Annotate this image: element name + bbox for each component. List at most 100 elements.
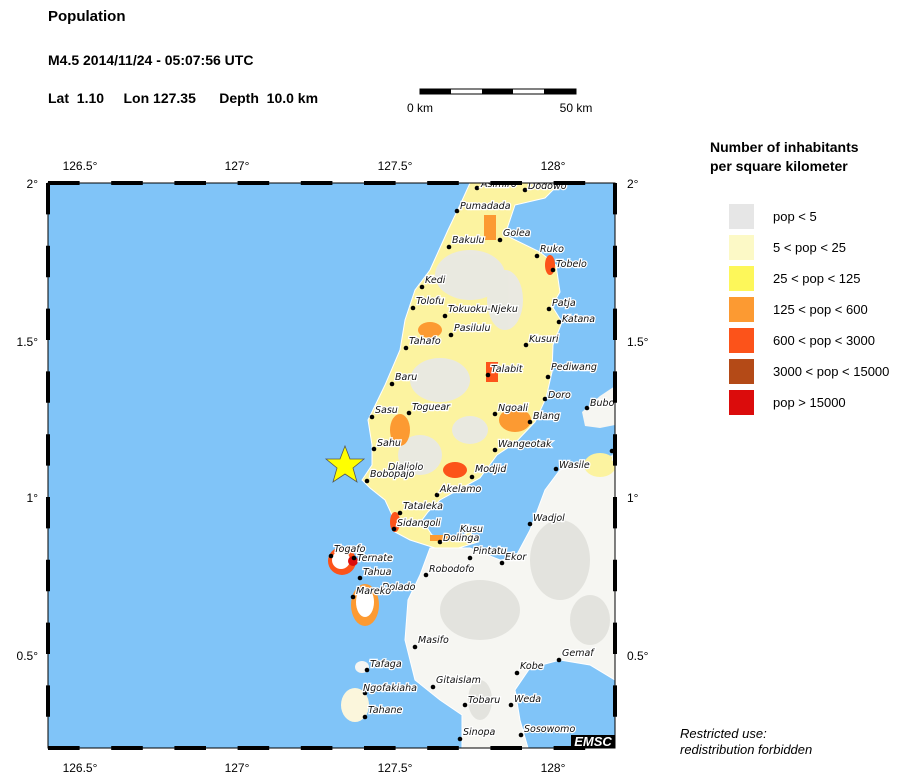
city-dot-icon (556, 319, 562, 325)
city-label: Gitaislam (436, 675, 481, 686)
lat-label: Lat (48, 90, 69, 106)
credit-logo: EMSC (574, 734, 612, 749)
city-dot-icon (534, 253, 540, 259)
city-dot-icon (351, 555, 357, 561)
city-gemaf: Gemaf (556, 647, 597, 663)
legend-swatch (729, 204, 754, 229)
city-label: Patja (552, 298, 576, 309)
city-pumadada: Pumadada (454, 200, 512, 214)
lat-value: 1.10 (76, 90, 105, 106)
city-label: Katana (562, 314, 595, 325)
city-label: Kusuri (529, 334, 559, 345)
svg-text:126.5°: 126.5° (63, 761, 98, 775)
land-sub (584, 453, 615, 477)
city-tolofu: Tolofu (410, 295, 446, 311)
city-dot-icon (522, 187, 528, 193)
svg-text:0.5°: 0.5° (627, 649, 649, 663)
map-area[interactable]: Asimiro Dodowo Pumadada Golea Bakulu Ruko Tobe… (48, 179, 631, 749)
city-dot-icon (454, 208, 460, 214)
city-ruko: Ruko (534, 243, 565, 259)
city-label: Sinopa (463, 727, 496, 738)
city-label: Tokuoku-Njeku (448, 304, 518, 315)
city-label: Dodowo (528, 181, 567, 192)
svg-text:1°: 1° (627, 491, 639, 505)
city-dot-icon (499, 560, 505, 566)
city-label: Toguear (412, 402, 451, 413)
city-dot-icon (362, 690, 368, 696)
city-dot-icon (410, 305, 416, 311)
city-ngofakiaha: Ngofakiaha (362, 682, 418, 696)
island-tidore (351, 584, 379, 626)
city-tobaru: Tobaru (462, 694, 501, 708)
city-label: Ruko (540, 244, 564, 255)
legend-label: 3000 < pop < 15000 (773, 364, 890, 379)
city-tahafo: Tahafo (403, 335, 442, 351)
city-label: Talabit (491, 364, 524, 375)
city-dot-icon (371, 446, 377, 452)
city-dot-icon (391, 526, 397, 532)
city-togafo: Togafo (328, 543, 367, 559)
city-dot-icon (412, 644, 418, 650)
event-location: Lat 1.10 Lon 127.35 Depth 10.0 km (48, 90, 318, 106)
island-makian (341, 688, 369, 722)
city-gitaislam: Gitaislam (430, 674, 482, 690)
svg-text:127°: 127° (225, 761, 250, 775)
city-label: Sasu (375, 405, 398, 416)
city-label: Dialiolo (388, 462, 424, 473)
city-label: Wadjol (533, 513, 565, 524)
city-label: Tolofu (416, 296, 444, 307)
city-label: Pumadada (460, 201, 511, 212)
legend-label: 5 < pop < 25 (773, 240, 847, 255)
map-frame (46, 181, 617, 750)
svg-text:2°: 2° (27, 177, 39, 191)
city-sidangoli: Sidangoli (391, 517, 442, 532)
city-dot-icon (553, 466, 559, 472)
scale-bar: 0 km 50 km (407, 88, 592, 115)
city-mareko: Mareko (350, 585, 393, 600)
city-blang: Blang (527, 410, 561, 425)
city-dot-icon (397, 510, 403, 516)
city-label: Ternate (357, 553, 393, 564)
city-dot-icon (469, 474, 475, 480)
city-toguear: Toguear (406, 401, 452, 416)
city-dot-icon (328, 553, 334, 559)
city-dot-icon (492, 411, 498, 417)
city-dot-icon (403, 345, 409, 351)
city-label: Tahane (368, 705, 402, 716)
legend-label: pop > 15000 (773, 395, 846, 410)
city-ekor: Ekor (499, 551, 529, 566)
city-patja: Patja (546, 297, 577, 312)
city-sosowomo: Sosowomo (518, 723, 577, 738)
city-dot-icon (546, 306, 552, 312)
legend-label: 600 < pop < 3000 (773, 333, 875, 348)
scale-start-label: 0 km (407, 101, 433, 115)
city-dot-icon (462, 702, 468, 708)
city-baru: Baru (389, 371, 419, 387)
city-dot-icon (527, 419, 533, 425)
city-kusuri: Kusuri (523, 333, 560, 348)
city-pediwang: Pediwang (545, 361, 598, 380)
city-sinopa: Sinopa (457, 726, 497, 742)
usage-note: Restricted use: redistribution forbidden (680, 726, 813, 757)
city-label: Kusu (460, 524, 483, 535)
city-label: Pasilulu (454, 323, 490, 334)
city-dot-icon (357, 575, 363, 581)
city-dolado: Dolado (381, 581, 417, 595)
city-label: Kobe (520, 661, 544, 672)
legend-swatch (729, 390, 754, 415)
city-sasu: Sasu (369, 404, 399, 420)
city-wasile: Wasile (553, 459, 591, 472)
lon-ticks-top: 126.5° 127° 127.5° 128° (63, 159, 566, 173)
legend-swatch (729, 266, 754, 291)
city-dot-icon (350, 594, 356, 600)
city-label: Wangeotak (498, 439, 552, 450)
city-label: Gemaf (562, 648, 595, 659)
legend-title: Number of inhabitants per square kilomet… (710, 139, 859, 174)
low-density-areas (398, 250, 523, 475)
city-dot-icon (550, 267, 556, 273)
city-label: Kedi (425, 275, 446, 286)
svg-text:2°: 2° (627, 177, 639, 191)
legend-swatch (729, 328, 754, 353)
city-akelamo: Akelamo (434, 483, 483, 498)
city-dot-icon (448, 332, 454, 338)
